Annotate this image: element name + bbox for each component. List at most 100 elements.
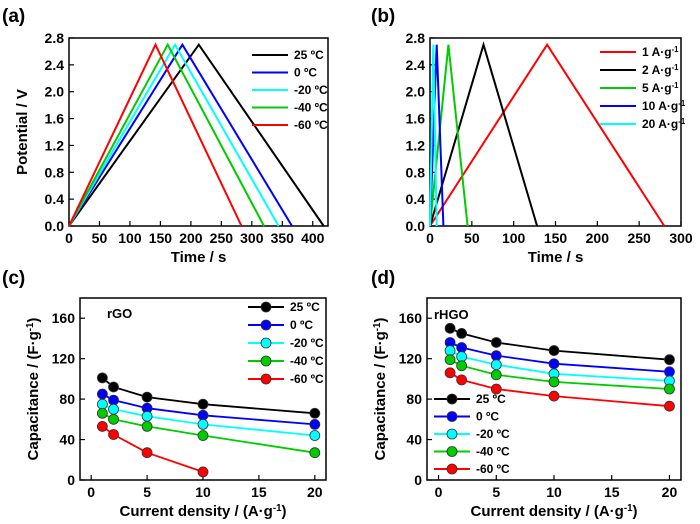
x-tick-label: 250 (627, 230, 651, 246)
series-line (68, 42, 265, 227)
data-point (197, 409, 209, 421)
data-point (664, 400, 675, 412)
y-tick-label: 2.4 (406, 57, 426, 73)
y-tick-label: 0 (414, 472, 422, 488)
data-point (141, 421, 153, 432)
data-point (197, 430, 209, 441)
x-axis-title: Time / s (171, 249, 227, 266)
series-line (101, 377, 315, 415)
data-point (456, 374, 468, 386)
x-tick-label: 250 (210, 230, 234, 246)
series-line (429, 42, 666, 227)
x-tick-label: 400 (301, 230, 325, 246)
data-point (456, 360, 468, 372)
data-point (197, 418, 209, 430)
y-tick-label: 120 (52, 351, 76, 367)
x-tick-label: 5 (143, 484, 151, 500)
legend-label: -40 ºC (290, 354, 324, 368)
legend-label: 20 A·g-1 (642, 117, 686, 132)
legend-marker (260, 301, 272, 313)
legend-label: -20 ºC (294, 83, 328, 97)
data-point (456, 342, 468, 353)
legend-label: 25 ºC (290, 300, 320, 314)
data-point (197, 398, 209, 410)
legend-label: 0 ºC (476, 410, 499, 424)
legend-marker (260, 337, 272, 349)
series-line (449, 327, 670, 361)
x-axis-title: Current density / (A·g-1) (119, 503, 286, 521)
y-tick-label: 0.8 (45, 164, 65, 180)
data-point (141, 391, 153, 403)
y-axis-title: Potential / V (14, 89, 31, 175)
x-tick-label: 0 (426, 230, 434, 246)
y-tick-label: 120 (399, 351, 423, 367)
legend-marker (446, 393, 458, 405)
panel-a: (a) 0 50 100 150 200 250 300 350 400 0.0 0.4 0.8 1.2 1… (2, 6, 329, 266)
x-tick-label: 150 (149, 230, 173, 246)
data-point (664, 383, 675, 395)
panel-label: (b) (371, 6, 395, 27)
y-tick-label: 1.6 (406, 111, 426, 127)
x-tick-label: 300 (669, 230, 693, 246)
legend-label: 2 A·g-1 (642, 63, 679, 78)
legend-label: 5 A·g-1 (642, 81, 679, 96)
data-point (444, 345, 456, 356)
data-point (197, 466, 209, 478)
panel-label: (c) (2, 268, 25, 289)
x-tick-label: 50 (92, 230, 108, 246)
legend-marker (446, 446, 458, 457)
data-point (490, 350, 502, 362)
data-point (96, 388, 108, 400)
x-tick-label: 0 (87, 484, 95, 500)
x-tick-label: 200 (586, 230, 610, 246)
data-point (548, 390, 560, 402)
data-point (108, 394, 119, 406)
data-point (309, 407, 321, 419)
legend-label: 25 ºC (294, 48, 324, 62)
plot-frame (426, 297, 682, 481)
y-tick-label: 160 (52, 310, 76, 326)
panel-d: (d) 0 5 10 15 20 0 40 80 120 160 Current density / … (371, 268, 682, 521)
material-annotation: rGO (107, 306, 132, 321)
x-tick-label: 200 (179, 230, 203, 246)
legend-label: -20 ºC (476, 427, 510, 441)
data-point (309, 447, 321, 459)
x-tick-label: 100 (118, 230, 142, 246)
data-point (490, 359, 502, 371)
series-line (102, 403, 315, 437)
data-point (490, 337, 502, 348)
data-point (96, 372, 108, 384)
y-tick-label: 2.0 (45, 84, 65, 100)
data-point (108, 381, 119, 393)
y-tick-label: 0.0 (406, 218, 426, 234)
data-point (490, 383, 502, 395)
x-tick-label: 50 (464, 230, 480, 246)
data-point (664, 366, 675, 378)
x-axis-title: Current density / (A·g-1) (470, 503, 637, 521)
data-point (96, 421, 108, 432)
series-line (101, 393, 315, 426)
panel-label: (d) (371, 268, 395, 289)
legend-label: 1 A·g-1 (642, 45, 679, 60)
series-line (68, 42, 293, 227)
legend-marker (446, 463, 458, 475)
legend-label: 0 ºC (290, 318, 313, 332)
legend-label: -60 ºC (290, 372, 324, 386)
y-tick-label: 0.4 (45, 191, 65, 207)
data-point (309, 418, 321, 430)
x-tick-label: 5 (492, 484, 500, 500)
series-line (68, 42, 325, 227)
data-point (444, 322, 456, 334)
y-tick-label: 80 (406, 391, 422, 407)
material-annotation: rHGO (434, 307, 469, 322)
data-point (96, 407, 108, 419)
legend-marker (446, 411, 458, 422)
y-tick-label: 2.4 (45, 57, 65, 73)
series-line (449, 349, 670, 382)
series-line (429, 44, 445, 227)
legend-label: 10 A·g-1 (642, 99, 686, 114)
legend-label: -60 ºC (476, 462, 510, 476)
y-axis-title: Capacitance / (F·g-1) (372, 318, 390, 461)
data-point (309, 430, 321, 441)
